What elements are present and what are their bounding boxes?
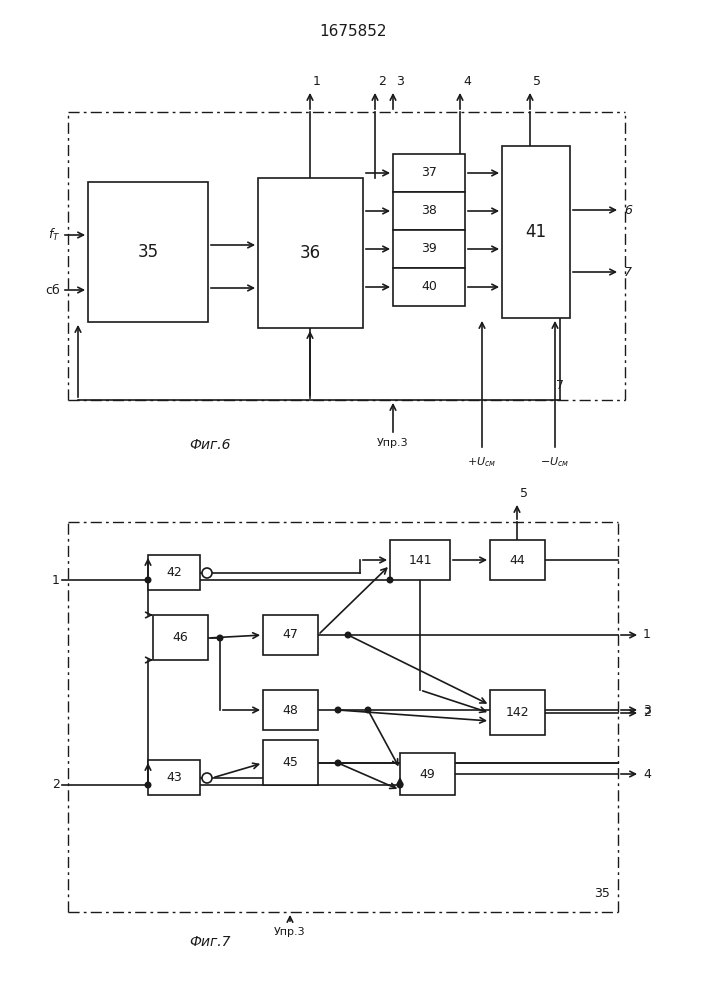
Text: 142: 142	[506, 706, 530, 719]
Text: 43: 43	[166, 771, 182, 784]
Circle shape	[345, 632, 351, 638]
Bar	[263, 615, 318, 655]
Bar	[393, 154, 465, 192]
Text: 5: 5	[533, 75, 541, 88]
Bar	[393, 268, 465, 306]
Bar	[258, 178, 363, 328]
Text: 4: 4	[463, 75, 471, 88]
Text: 2: 2	[378, 75, 386, 88]
Text: 46: 46	[173, 631, 188, 644]
Text: 39: 39	[421, 242, 437, 255]
Text: 49: 49	[420, 768, 436, 780]
Text: 44: 44	[510, 554, 525, 566]
Text: 48: 48	[283, 704, 298, 716]
Text: 42: 42	[166, 566, 182, 579]
Text: 1: 1	[313, 75, 321, 88]
Circle shape	[202, 773, 212, 783]
Bar	[393, 230, 465, 268]
Bar	[393, 192, 465, 230]
Circle shape	[387, 577, 393, 583]
Text: 2: 2	[643, 706, 651, 720]
Bar	[88, 182, 208, 322]
Text: 47: 47	[283, 629, 298, 642]
Text: 37: 37	[421, 166, 437, 180]
Text: 40: 40	[421, 280, 437, 294]
Text: Упр.3: Упр.3	[274, 927, 306, 937]
Text: 3: 3	[396, 75, 404, 88]
Bar	[153, 615, 208, 660]
Text: 36: 36	[300, 244, 321, 262]
Bar	[263, 740, 318, 785]
Circle shape	[366, 707, 370, 713]
Text: 38: 38	[421, 205, 437, 218]
Text: $-U_{см}$: $-U_{см}$	[540, 455, 570, 469]
Bar	[490, 540, 545, 580]
Bar	[490, 690, 545, 735]
Text: сб: сб	[45, 284, 60, 296]
Text: 6: 6	[624, 204, 632, 217]
Text: 2: 2	[52, 778, 60, 792]
Circle shape	[217, 635, 223, 641]
Text: 141: 141	[408, 554, 432, 566]
Text: 35: 35	[137, 243, 158, 261]
Bar	[400, 753, 455, 795]
Text: Упр.3: Упр.3	[378, 438, 409, 448]
Text: 35: 35	[594, 887, 610, 900]
Text: 4: 4	[643, 768, 651, 780]
Circle shape	[145, 782, 151, 788]
Text: 1: 1	[52, 574, 60, 586]
Bar	[148, 555, 200, 590]
Bar	[263, 690, 318, 730]
Text: +$U_{см}$: +$U_{см}$	[467, 455, 496, 469]
Bar	[148, 760, 200, 795]
Bar	[502, 146, 570, 318]
Text: 1675852: 1675852	[320, 24, 387, 39]
Text: 5: 5	[520, 487, 528, 500]
Text: Фиг.7: Фиг.7	[189, 935, 230, 949]
Circle shape	[335, 760, 341, 766]
Text: 3: 3	[643, 704, 651, 716]
Text: 1: 1	[643, 629, 651, 642]
Text: 7: 7	[624, 265, 632, 278]
Text: 45: 45	[283, 756, 298, 769]
Text: 41: 41	[525, 223, 547, 241]
Circle shape	[145, 577, 151, 583]
Circle shape	[397, 782, 403, 788]
Text: $f_T$: $f_T$	[47, 227, 60, 243]
Circle shape	[335, 707, 341, 713]
Text: Фиг.6: Фиг.6	[189, 438, 230, 452]
Text: 7: 7	[556, 379, 564, 392]
Bar	[390, 540, 450, 580]
Circle shape	[202, 568, 212, 578]
